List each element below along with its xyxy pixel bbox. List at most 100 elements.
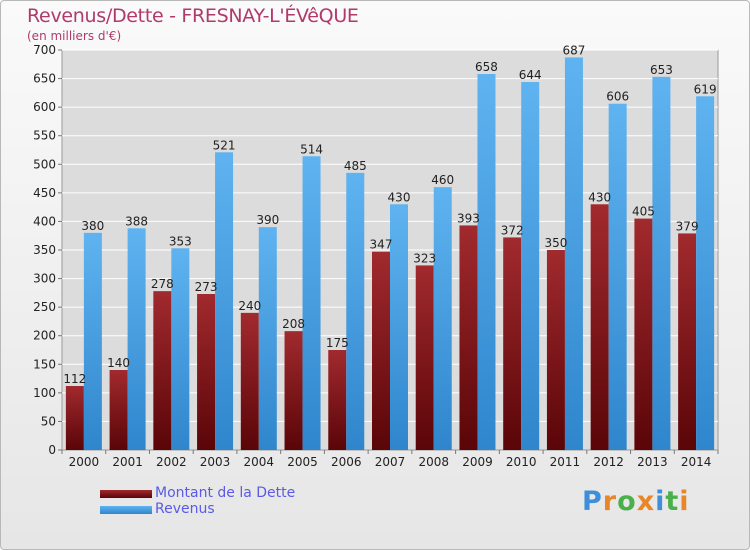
data-label-dette: 175 <box>326 336 349 350</box>
logo-letter: r <box>602 486 618 517</box>
bar-dette <box>284 331 303 450</box>
bar-revenus <box>521 82 540 450</box>
bar-dette <box>415 265 434 450</box>
y-tick-label: 0 <box>48 443 56 457</box>
data-label-dette: 379 <box>676 219 699 233</box>
bar-dette <box>153 291 172 450</box>
logo-letter: x <box>636 486 656 517</box>
bar-revenus <box>258 227 277 450</box>
data-label-dette: 208 <box>282 317 305 331</box>
chart-title: Revenus/Dette - FRESNAY-L'ÉVêQUE <box>27 5 359 27</box>
data-label-revenus: 514 <box>300 142 323 156</box>
bar-revenus <box>652 76 671 450</box>
data-label-dette: 405 <box>632 205 655 219</box>
x-tick-label: 2007 <box>375 455 406 469</box>
x-tick-label: 2004 <box>244 455 275 469</box>
x-tick-label: 2013 <box>637 455 668 469</box>
bar-revenus <box>433 187 452 450</box>
bar-dette <box>503 237 522 450</box>
y-tick-label: 250 <box>33 300 56 314</box>
logo-letter: i <box>679 486 690 517</box>
data-label-revenus: 390 <box>256 213 279 227</box>
bar-revenus <box>390 204 408 450</box>
bar-revenus <box>215 152 234 451</box>
bar-dette <box>328 350 347 450</box>
bar-revenus <box>608 103 627 450</box>
logo-letter: i <box>655 486 666 517</box>
data-label-dette: 430 <box>588 190 611 204</box>
x-tick-label: 2012 <box>593 455 624 469</box>
data-label-revenus: 644 <box>519 68 542 82</box>
data-label-dette: 240 <box>238 299 261 313</box>
data-label-dette: 323 <box>413 251 436 265</box>
bars <box>65 57 715 451</box>
data-label-revenus: 653 <box>650 63 673 77</box>
legend-swatch-revenus <box>100 506 152 514</box>
data-label-revenus: 485 <box>344 159 367 173</box>
data-label-revenus: 430 <box>388 190 411 204</box>
bar-dette <box>678 233 697 450</box>
y-tick-label: 450 <box>33 186 56 200</box>
y-tick-label: 350 <box>33 243 56 257</box>
y-tick-label: 550 <box>33 129 56 143</box>
y-tick-label: 650 <box>33 72 56 86</box>
logo-letter: P <box>582 486 603 517</box>
bar-revenus <box>127 228 146 450</box>
x-tick-label: 2003 <box>200 455 231 469</box>
data-label-revenus: 353 <box>169 234 192 248</box>
y-tick-label: 150 <box>33 357 56 371</box>
data-label-dette: 372 <box>501 223 524 237</box>
data-label-revenus: 658 <box>475 60 498 74</box>
y-tick-label: 300 <box>33 272 56 286</box>
x-tick-label: 2002 <box>156 455 187 469</box>
bar-revenus <box>477 74 496 450</box>
y-tick-label: 600 <box>33 100 56 114</box>
bar-dette <box>109 370 128 450</box>
y-tick-label: 200 <box>33 329 56 343</box>
data-label-revenus: 619 <box>694 82 717 96</box>
bar-revenus <box>83 232 102 450</box>
data-label-revenus: 606 <box>606 90 629 104</box>
y-tick-label: 100 <box>33 386 56 400</box>
data-label-revenus: 521 <box>213 138 236 152</box>
data-label-dette: 350 <box>544 236 567 250</box>
data-label-revenus: 687 <box>562 43 585 57</box>
data-label-dette: 112 <box>63 372 86 386</box>
x-tick-label: 2000 <box>69 455 100 469</box>
bar-dette <box>240 312 259 450</box>
data-label-revenus: 460 <box>431 173 454 187</box>
y-tick-label: 50 <box>41 414 56 428</box>
bar-dette <box>197 294 216 450</box>
data-label-dette: 393 <box>457 211 480 225</box>
x-axis: 2000 2001 2002 2003 2004 2005 2006 2007 2008 2009… <box>61 450 719 469</box>
legend-label-dette: Montant de la Dette <box>155 485 296 501</box>
x-tick-label: 2010 <box>506 455 537 469</box>
data-label-revenus: 380 <box>81 219 104 233</box>
y-axis: 0 50 100 150 200 250 300 350 400 450 500 550 600 650 7… <box>33 43 62 457</box>
data-labels: 112 380 140 388 278 353 273 521 240 390 208 514 175 4… <box>63 43 716 386</box>
chart-subtitle: (en milliers d'€) <box>27 29 122 43</box>
logo-letter: o <box>617 486 637 517</box>
bar-dette <box>546 250 565 450</box>
y-tick-label: 400 <box>33 214 56 228</box>
bar-dette <box>65 386 84 450</box>
logo-letter: t <box>665 486 680 517</box>
data-label-dette: 140 <box>107 356 130 370</box>
y-tick-label: 700 <box>33 43 56 57</box>
bar-revenus <box>302 156 321 451</box>
bar-revenus <box>346 172 365 450</box>
legend-label-revenus: Revenus <box>155 501 215 517</box>
bar-dette <box>372 251 390 450</box>
data-label-revenus: 388 <box>125 214 148 228</box>
x-tick-label: 2006 <box>331 455 362 469</box>
x-tick-label: 2001 <box>112 455 143 469</box>
bar-dette <box>459 225 478 450</box>
y-tick-label: 500 <box>33 157 56 171</box>
data-label-dette: 278 <box>151 277 174 291</box>
bar-revenus <box>696 96 715 451</box>
x-tick-label: 2005 <box>287 455 318 469</box>
bar-revenus <box>564 57 583 451</box>
x-tick-label: 2009 <box>462 455 493 469</box>
x-tick-label: 2014 <box>681 455 712 469</box>
